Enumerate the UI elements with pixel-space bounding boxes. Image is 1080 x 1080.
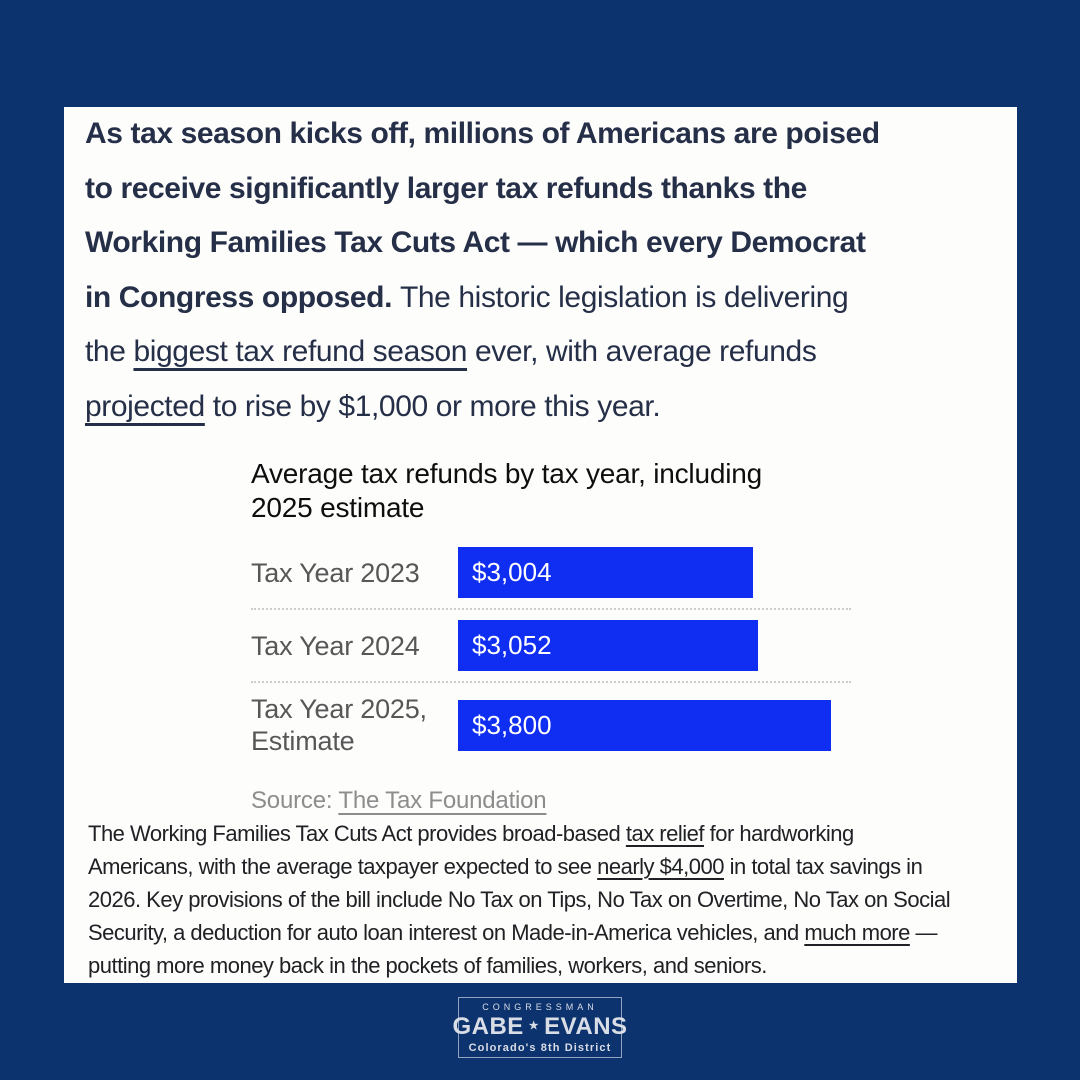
text-line: Security, a deduction for auto loan inte… <box>88 916 1010 949</box>
text-segment: the <box>85 335 134 368</box>
text-segment: — <box>909 920 937 945</box>
chart-title: Average tax refunds by tax year, includi… <box>251 458 762 523</box>
text-segment: ever, with average refunds <box>467 335 817 368</box>
bar: $3,800 <box>458 699 831 751</box>
text-segment: 2026. Key provisions of the bill include… <box>88 887 951 912</box>
bar-label: Tax Year 2024 <box>251 630 420 661</box>
text-line: to receive significantly larger tax refu… <box>85 162 1007 217</box>
bar: $3,052 <box>458 620 758 671</box>
text-segment: Security, a deduction for auto loan inte… <box>88 920 805 945</box>
bar-label: Tax Year 2023 <box>251 557 420 588</box>
text-line: the biggest tax refund season ever, with… <box>85 325 1007 380</box>
bar-label: Tax Year 2025, Estimate <box>251 694 427 756</box>
underlined-text: biggest tax refund season <box>133 335 468 368</box>
logo-eyebrow: CONGRESSMAN <box>482 1001 598 1012</box>
underlined-text: nearly $4,000 <box>597 854 724 879</box>
text-segment: Working Families Tax Cuts Act — which ev… <box>85 226 866 259</box>
source-prefix: Source: <box>251 787 339 814</box>
text-line: As tax season kicks off, millions of Ame… <box>85 107 1007 162</box>
logo-box: CONGRESSMAN GABE ★ EVANS Colorado's 8th Di… <box>452 997 627 1058</box>
chart-row: Tax Year 2024 $3,052 <box>251 608 851 681</box>
logo-name-left: GABE <box>452 1012 524 1040</box>
logo-name: GABE ★ EVANS <box>452 1012 628 1040</box>
text-segment: in Congress opposed. <box>85 280 400 314</box>
text-segment: The Working Families Tax Cuts Act provid… <box>88 821 626 846</box>
text-segment: for hardworking <box>704 821 855 846</box>
logo-name-right: EVANS <box>544 1012 628 1040</box>
text-line: projected to rise by $1,000 or more this… <box>85 380 1007 435</box>
chart-row: Tax Year 2023 $3,004 <box>251 537 851 608</box>
text-segment: to receive significantly larger tax refu… <box>85 171 807 205</box>
bar-chart: Average tax refunds by tax year, includi… <box>251 457 851 815</box>
text-segment: Americans, with the average taxpayer exp… <box>88 854 598 879</box>
chart-row: Tax Year 2025, Estimate $3,800 <box>251 681 851 767</box>
headline-text: As tax season kicks off, millions of Ame… <box>85 107 1007 434</box>
content-card: As tax season kicks off, millions of Ame… <box>64 107 1017 983</box>
star-icon: ★ <box>528 1020 540 1032</box>
underlined-text: much more <box>804 920 910 945</box>
source-link: The Tax Foundation <box>338 787 547 814</box>
bar: $3,004 <box>458 547 753 598</box>
text-line: 2026. Key provisions of the bill include… <box>88 883 1010 916</box>
bar-value: $3,052 <box>472 630 552 660</box>
text-segment: in total tax savings in <box>723 854 923 879</box>
underlined-text: tax relief <box>625 821 705 846</box>
bar-value: $3,004 <box>472 557 552 587</box>
text-segment: The historic legislation is delivering <box>399 280 849 314</box>
underlined-text: projected <box>85 389 205 423</box>
text-segment: As tax season kicks off, millions of Ame… <box>85 117 880 150</box>
text-line: Americans, with the average taxpayer exp… <box>88 850 1010 883</box>
chart-rows: Tax Year 2023 $3,004 Tax Year 2024 $3,052 Ta… <box>251 537 851 767</box>
text-segment: putting more money back in the pockets o… <box>88 953 767 978</box>
text-line: The Working Families Tax Cuts Act provid… <box>88 817 1010 850</box>
text-line: putting more money back in the pockets o… <box>88 949 1010 982</box>
footer-paragraph: The Working Families Tax Cuts Act provid… <box>88 817 1010 982</box>
bar-value: $3,800 <box>472 709 552 740</box>
logo-district: Colorado's 8th District <box>468 1041 612 1054</box>
text-line: in Congress opposed. The historic legisl… <box>85 271 1007 326</box>
text-segment: to rise by $1,000 or more this year. <box>204 389 661 423</box>
text-line: Working Families Tax Cuts Act — which ev… <box>85 216 1007 271</box>
source-line: Source: The Tax Foundation <box>251 787 851 815</box>
